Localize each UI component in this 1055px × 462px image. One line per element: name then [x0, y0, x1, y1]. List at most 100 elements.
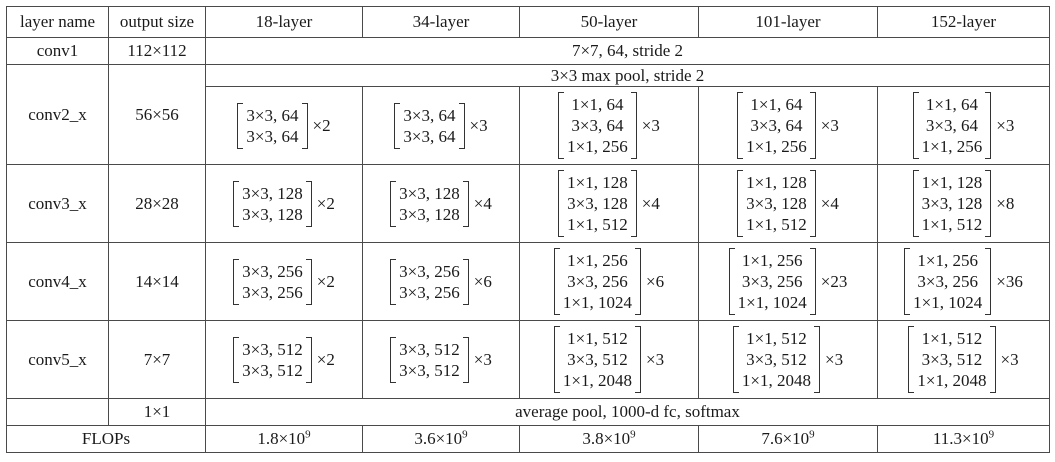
conv5-block-18-layer: 3×3, 512 3×3, 512 ×2	[205, 320, 363, 399]
conv5-block-50-layer: 1×1, 512 3×3, 512 1×1, 2048 ×3	[519, 320, 699, 399]
conv3-block-18-layer: 3×3, 128 3×3, 128 ×2	[205, 164, 363, 243]
block-line: 3×3, 256	[242, 261, 303, 281]
block-group: 3×3, 128 3×3, 128 ×2	[233, 180, 335, 227]
conv3-block-101-layer: 1×1, 128 3×3, 128 1×1, 512 ×4	[698, 164, 878, 243]
conv2-block-152-layer: 1×1, 64 3×3, 64 1×1, 256 ×3	[877, 86, 1050, 165]
block-line: 3×3, 64	[246, 126, 299, 146]
block-line: 3×3, 128	[746, 194, 807, 213]
flops-18-layer: 1.8×109	[205, 425, 363, 453]
conv5-block-101-layer: 1×1, 512 3×3, 512 1×1, 2048 ×3	[698, 320, 878, 399]
conv2-block-34-layer: 3×3, 64 3×3, 64 ×3	[362, 86, 520, 165]
layer-name-conv3: conv3_x	[6, 164, 109, 243]
block-line: 3×3, 64	[246, 105, 299, 125]
bracket-matrix: 1×1, 128 3×3, 128 1×1, 512	[558, 170, 637, 237]
block-multiplier: ×3	[825, 349, 844, 369]
block-group: 1×1, 128 3×3, 128 1×1, 512 ×4	[558, 170, 660, 237]
block-line: 3×3, 256	[399, 282, 460, 302]
block-multiplier: ×4	[473, 193, 492, 213]
bracket-matrix: 1×1, 256 3×3, 256 1×1, 1024	[553, 248, 642, 315]
conv2-block-101-layer: 1×1, 64 3×3, 64 1×1, 256 ×3	[698, 86, 878, 165]
layer-name-conv5: conv5_x	[6, 320, 109, 399]
block-multiplier: ×3	[1000, 349, 1019, 369]
block-line: 1×1, 2048	[741, 371, 811, 390]
block-multiplier: ×2	[312, 115, 331, 135]
block-multiplier: ×2	[316, 193, 335, 213]
block-line: 3×3, 256	[917, 272, 978, 291]
flops-50-layer: 3.8×109	[519, 425, 699, 453]
block-group: 3×3, 128 3×3, 128 ×4	[390, 180, 492, 227]
block-multiplier: ×3	[996, 115, 1015, 135]
header-layer-name: layer name	[6, 6, 109, 38]
conv5-block-152-layer: 1×1, 512 3×3, 512 1×1, 2048 ×3	[877, 320, 1050, 399]
block-line: 3×3, 512	[921, 350, 983, 369]
layer-name-final	[6, 398, 109, 426]
block-multiplier: ×4	[641, 193, 660, 213]
final-spec: average pool, 1000-d fc, softmax	[205, 398, 1050, 426]
conv4-row: conv4_x 14×14 3×3, 256 3×3, 256 ×2 3×3, 256…	[6, 242, 1050, 321]
block-line: 3×3, 256	[242, 282, 303, 302]
block-group: 1×1, 512 3×3, 512 1×1, 2048 ×3	[908, 326, 1019, 393]
block-line: 1×1, 256	[917, 251, 978, 270]
block-line: 3×3, 64	[403, 126, 456, 146]
block-group: 1×1, 64 3×3, 64 1×1, 256 ×3	[912, 92, 1015, 159]
block-line: 3×3, 128	[399, 183, 460, 203]
output-size-final: 1×1	[108, 398, 206, 426]
block-group: 3×3, 64 3×3, 64 ×2	[237, 102, 331, 149]
block-line: 3×3, 64	[571, 116, 624, 135]
block-line: 3×3, 128	[242, 204, 303, 224]
conv2-block-50-layer: 1×1, 64 3×3, 64 1×1, 256 ×3	[519, 86, 699, 165]
bracket-matrix: 1×1, 512 3×3, 512 1×1, 2048	[553, 326, 642, 393]
block-line: 1×1, 64	[750, 95, 803, 114]
layer-name-conv4: conv4_x	[6, 242, 109, 321]
block-group: 1×1, 512 3×3, 512 1×1, 2048 ×3	[732, 326, 844, 393]
layer-name-conv2: conv2_x	[6, 64, 109, 165]
bracket-matrix: 3×3, 64 3×3, 64	[237, 102, 308, 149]
block-line: 1×1, 256	[741, 251, 803, 270]
block-line: 3×3, 256	[741, 272, 803, 291]
block-group: 1×1, 128 3×3, 128 1×1, 512 ×8	[912, 170, 1015, 237]
block-group: 1×1, 64 3×3, 64 1×1, 256 ×3	[558, 92, 660, 159]
block-line: 1×1, 256	[746, 137, 807, 156]
block-multiplier: ×36	[996, 271, 1023, 291]
block-line: 1×1, 512	[567, 329, 628, 348]
bracket-matrix: 1×1, 256 3×3, 256 1×1, 1024	[728, 248, 816, 315]
bracket-matrix: 3×3, 512 3×3, 512	[233, 336, 312, 383]
conv4-block-101-layer: 1×1, 256 3×3, 256 1×1, 1024 ×23	[698, 242, 878, 321]
block-line: 3×3, 64	[750, 116, 803, 135]
block-line: 3×3, 512	[399, 360, 460, 380]
bracket-matrix: 1×1, 64 3×3, 64 1×1, 256	[912, 92, 992, 159]
block-group: 1×1, 256 3×3, 256 1×1, 1024 ×6	[553, 248, 664, 315]
block-line: 1×1, 64	[925, 95, 978, 114]
block-multiplier: ×6	[473, 271, 492, 291]
block-line: 1×1, 256	[567, 137, 628, 156]
block-group: 3×3, 512 3×3, 512 ×2	[233, 336, 335, 383]
flops-exponent: 9	[630, 428, 636, 441]
bracket-matrix: 3×3, 128 3×3, 128	[233, 180, 312, 227]
layer-name-conv1: conv1	[6, 37, 109, 65]
header-34-layer: 34-layer	[362, 6, 520, 38]
block-multiplier: ×8	[996, 193, 1015, 213]
block-multiplier: ×3	[641, 115, 660, 135]
flops-101-layer: 7.6×109	[698, 425, 878, 453]
flops-exponent: 9	[988, 428, 995, 441]
block-line: 3×3, 512	[242, 339, 303, 359]
header-18-layer: 18-layer	[205, 6, 363, 38]
bracket-matrix: 1×1, 64 3×3, 64 1×1, 256	[737, 92, 816, 159]
flops-mantissa: 3.8×10	[582, 429, 631, 448]
block-group: 3×3, 64 3×3, 64 ×3	[394, 102, 488, 149]
block-group: 1×1, 512 3×3, 512 1×1, 2048 ×3	[553, 326, 664, 393]
block-group: 3×3, 256 3×3, 256 ×2	[233, 258, 335, 305]
bracket-matrix: 1×1, 256 3×3, 256 1×1, 1024	[904, 248, 992, 315]
block-multiplier: ×2	[316, 271, 335, 291]
flops-mantissa: 11.3×10	[932, 429, 989, 448]
block-line: 3×3, 64	[403, 105, 456, 125]
output-size-conv5: 7×7	[108, 320, 206, 399]
header-row: layer name output size 18-layer 34-layer…	[6, 6, 1050, 38]
conv3-block-152-layer: 1×1, 128 3×3, 128 1×1, 512 ×8	[877, 164, 1050, 243]
flops-exponent: 9	[305, 428, 311, 441]
block-line: 1×1, 512	[746, 215, 807, 234]
block-line: 3×3, 128	[567, 194, 628, 213]
conv3-block-50-layer: 1×1, 128 3×3, 128 1×1, 512 ×4	[519, 164, 699, 243]
conv1-row: conv1 112×112 7×7, 64, stride 2	[6, 37, 1050, 65]
header-152-layer: 152-layer	[877, 6, 1050, 38]
